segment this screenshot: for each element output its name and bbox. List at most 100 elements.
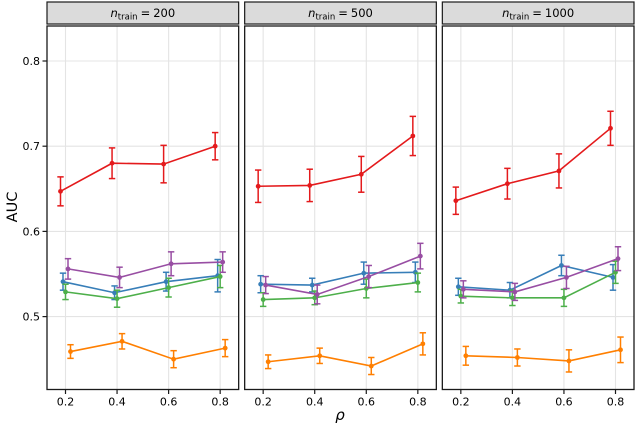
series-purple: [460, 245, 622, 302]
data-point-red: [410, 133, 416, 139]
series-green: [457, 260, 619, 308]
series-red: [254, 115, 417, 204]
data-point-green: [312, 295, 318, 301]
data-point-red: [608, 125, 613, 131]
series-line-red: [455, 127, 612, 202]
data-point-green: [217, 274, 223, 279]
data-point-purple: [564, 275, 569, 280]
x-tick-label: 0.4: [306, 396, 324, 409]
y-tick-label: 0.6: [23, 225, 41, 238]
data-point-purple: [263, 282, 269, 288]
series-line-red: [258, 135, 414, 188]
facet-strip-label: ntrain = 1000: [502, 6, 574, 23]
series-line-orange: [465, 349, 621, 362]
data-point-red: [255, 183, 261, 189]
data-point-purple: [117, 275, 122, 280]
panel-border: [441, 25, 635, 391]
data-point-purple: [417, 253, 423, 259]
data-point-red: [58, 188, 63, 194]
data-point-blue: [258, 281, 264, 287]
data-point-red: [453, 198, 459, 204]
data-point-red: [358, 171, 364, 177]
data-point-orange: [119, 338, 125, 344]
facet-strip-label: ntrain = 500: [308, 6, 373, 23]
data-point-blue: [455, 284, 461, 290]
data-point-green: [166, 285, 172, 291]
y-tick-label: 0.7: [23, 140, 41, 153]
x-tick-label: 0.6: [555, 396, 573, 409]
series-red: [57, 131, 219, 207]
data-point-blue: [361, 270, 367, 276]
data-point-red: [307, 182, 313, 188]
data-point-orange: [368, 363, 374, 369]
y-axis-title: AUC: [5, 191, 21, 223]
x-tick-label: 0.2: [254, 396, 272, 409]
y-tick-label: 0.5: [23, 311, 41, 324]
data-point-orange: [171, 356, 177, 362]
data-point-red: [212, 143, 218, 149]
facet-strip: [441, 1, 635, 25]
series-line-green: [65, 275, 221, 300]
x-tick-label: 0.8: [607, 396, 625, 409]
data-point-blue: [60, 279, 66, 285]
data-point-blue: [112, 290, 117, 296]
data-point-green: [509, 295, 515, 301]
panel-background: [47, 26, 239, 390]
series-purple: [262, 242, 424, 305]
series-orange: [67, 332, 229, 369]
data-point-green: [114, 296, 120, 302]
data-point-blue: [610, 275, 616, 280]
data-point-purple: [314, 292, 320, 297]
series-line-orange: [268, 343, 424, 367]
series-line-purple: [265, 255, 421, 296]
data-point-orange: [265, 359, 271, 365]
data-point-orange: [222, 345, 228, 351]
data-point-blue: [309, 282, 315, 288]
panel-ntrain-200: ntrain = 200 0.2 0.4 0.6 0.8: [46, 1, 240, 409]
series-red: [452, 110, 614, 216]
series-line-blue: [62, 274, 218, 294]
data-point-red: [556, 168, 562, 174]
series-blue: [257, 261, 419, 294]
x-tick-label: 0.2: [57, 396, 75, 409]
series-orange: [462, 336, 624, 373]
series-line-purple: [463, 257, 619, 293]
facet-strip: [244, 1, 437, 25]
x-tick-label: 0.4: [108, 396, 126, 409]
series-line-orange: [70, 340, 226, 361]
data-point-orange: [317, 353, 323, 359]
x-tick-label: 0.8: [211, 396, 229, 409]
facet-strip: [46, 1, 240, 25]
data-point-red: [504, 181, 510, 187]
x-axis-title: ρ: [335, 406, 345, 424]
data-point-purple: [460, 286, 466, 292]
data-point-blue: [559, 263, 564, 268]
x-tick-label: 0.8: [409, 396, 427, 409]
y-tick-label: 0.8: [23, 55, 41, 68]
data-point-red: [161, 161, 167, 167]
panel-background: [244, 26, 437, 390]
data-point-green: [363, 286, 369, 291]
data-point-purple: [220, 259, 226, 265]
data-point-orange: [420, 341, 426, 347]
series-line-green: [460, 271, 616, 299]
series-orange: [264, 332, 427, 376]
data-point-green: [260, 297, 266, 302]
data-point-orange: [566, 358, 572, 364]
series-green: [259, 272, 422, 308]
data-point-red: [109, 160, 115, 166]
data-point-purple: [615, 256, 621, 262]
data-point-blue: [412, 269, 418, 275]
series-line-green: [263, 281, 418, 301]
series-green: [62, 264, 224, 308]
facet-strip-label: ntrain = 200: [110, 6, 175, 23]
y-axis: 0.5 0.6 0.7 0.8: [23, 55, 47, 324]
series-line-red: [60, 145, 216, 193]
x-tick-label: 0.4: [504, 396, 522, 409]
panel-border: [244, 25, 437, 391]
series-purple: [64, 251, 226, 289]
data-point-orange: [514, 355, 520, 360]
x-tick-label: 0.6: [358, 396, 376, 409]
panel-ntrain-1000: ntrain = 1000 0.2 0.4 0.6 0.8: [441, 1, 635, 409]
